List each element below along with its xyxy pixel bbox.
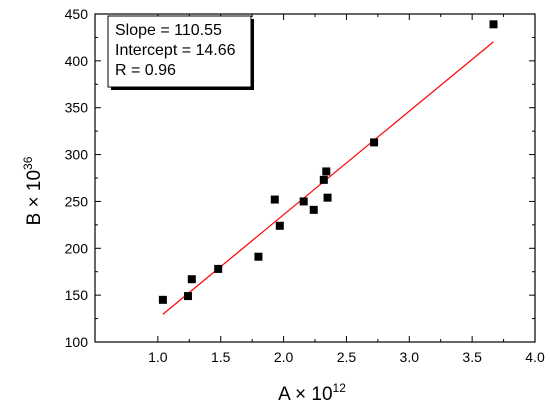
- x-axis-title: A × 1012: [278, 381, 346, 405]
- x-tick-label: 4.0: [525, 349, 545, 365]
- data-point: [322, 167, 331, 176]
- y-tick-label: 450: [65, 6, 89, 22]
- x-tick-label: 2.0: [274, 349, 294, 365]
- x-tick-label: 1.0: [148, 349, 168, 365]
- stats-legend: Slope = 110.55 Intercept = 14.66 R = 0.9…: [107, 15, 254, 90]
- y-tick-label: 350: [65, 100, 89, 116]
- data-point: [309, 205, 318, 214]
- x-tick-label: 1.5: [211, 349, 231, 365]
- data-point: [184, 292, 193, 301]
- data-point: [254, 252, 263, 261]
- data-point: [323, 193, 332, 202]
- stats-r: R = 0.96: [115, 62, 176, 79]
- y-tick-label: 300: [65, 147, 89, 163]
- data-point: [370, 138, 379, 147]
- stats-intercept: Intercept = 14.66: [115, 42, 236, 59]
- data-point: [214, 264, 223, 273]
- x-axis-title-base: A × 10: [278, 384, 332, 405]
- x-tick-label: 3.0: [400, 349, 420, 365]
- tick-labels: 1.0 1.5 2.0 2.5 3.0 3.5 4.0 100 150 200 250 300 350 4…: [65, 6, 545, 365]
- data-points: [158, 20, 498, 304]
- x-tick-label: 3.5: [462, 349, 482, 365]
- data-point: [299, 197, 308, 206]
- y-tick-label: 200: [65, 240, 89, 256]
- data-point: [187, 275, 196, 284]
- x-axis-title-exponent: 12: [333, 381, 347, 395]
- data-point: [158, 295, 167, 304]
- x-tick-label: 2.5: [337, 349, 357, 365]
- legend-box: [107, 15, 252, 88]
- data-point: [319, 175, 328, 184]
- data-point: [489, 20, 498, 29]
- data-point: [270, 195, 279, 204]
- y-axis-title-exponent: 36: [21, 156, 35, 170]
- y-tick-label: 250: [65, 193, 89, 209]
- stats-slope: Slope = 110.55: [115, 22, 222, 39]
- y-axis-title: B × 1036: [21, 156, 45, 225]
- y-tick-label: 100: [65, 334, 89, 350]
- y-axis-title-base: B × 10: [24, 170, 45, 225]
- data-point: [275, 221, 284, 230]
- y-tick-label: 150: [65, 287, 89, 303]
- y-tick-label: 400: [65, 53, 89, 69]
